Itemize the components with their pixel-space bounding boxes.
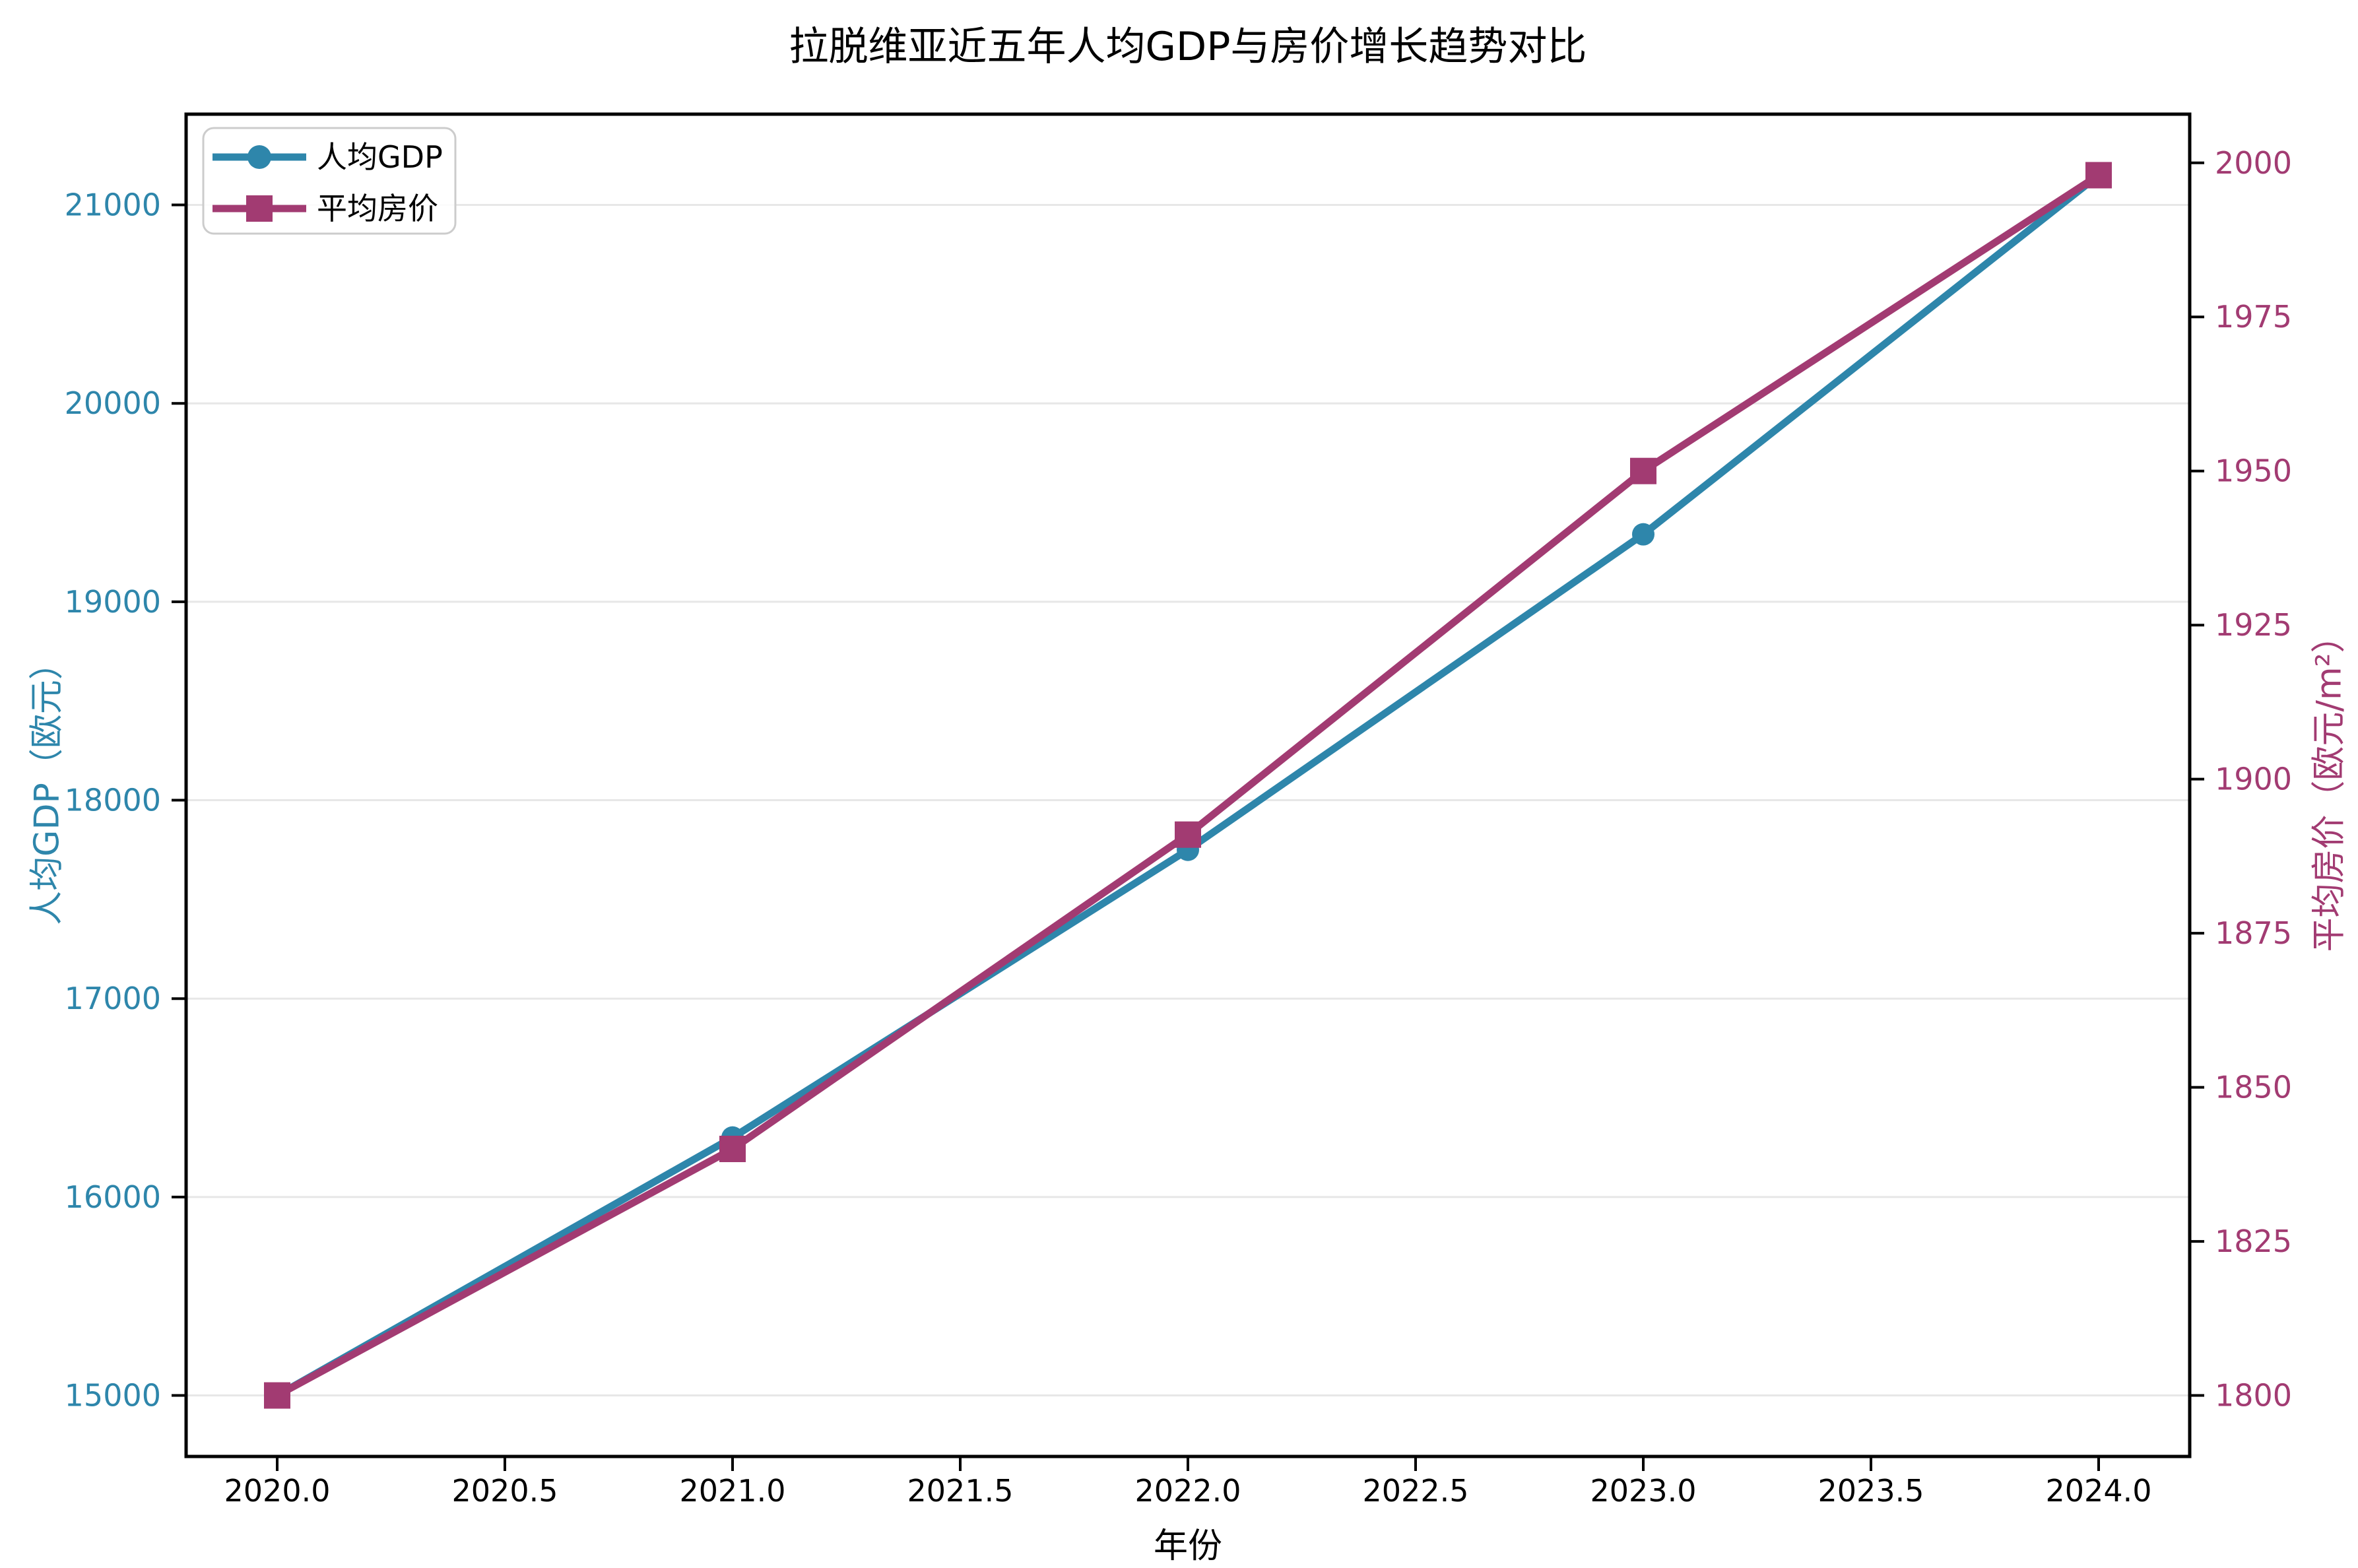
price-marker: [2085, 162, 2112, 189]
price-marker: [719, 1135, 746, 1162]
legend-square-marker: [246, 195, 273, 222]
x-tick-label: 2021.0: [680, 1473, 786, 1509]
y-right-tick-label: 1850: [2215, 1070, 2292, 1105]
y-right-tick-label: 2000: [2215, 145, 2292, 181]
x-tick-label: 2023.5: [1818, 1473, 1924, 1509]
chart-title: 拉脱维亚近五年人均GDP与房价增长趋势对比: [789, 24, 1587, 70]
gdp-line: [273, 171, 2103, 1400]
y-left-tick-label: 21000: [65, 187, 161, 223]
x-tick-label: 2021.5: [907, 1473, 1014, 1509]
y-right-tick-label: 1800: [2215, 1378, 2292, 1414]
price-line: [273, 171, 2103, 1400]
x-tick-label: 2022.5: [1363, 1473, 1469, 1509]
y-right-tick-label: 1875: [2215, 915, 2292, 951]
x-tick-label: 2022.0: [1135, 1473, 1241, 1509]
y-left-tick-label: 20000: [65, 385, 161, 421]
y-left-tick-label: 16000: [65, 1179, 161, 1215]
price-marker: [264, 1382, 290, 1409]
legend-circle-marker: [247, 145, 271, 169]
y-right-tick-label: 1975: [2215, 299, 2292, 335]
y-right-tick-label: 1825: [2215, 1224, 2292, 1259]
y-right-tick-label: 1950: [2215, 453, 2292, 489]
price-marker: [1630, 457, 1656, 484]
legend-entry-label: 人均GDP: [317, 139, 443, 175]
y-left-tick-label: 18000: [65, 783, 161, 818]
x-tick-label: 2024.0: [2046, 1473, 2152, 1509]
y-left-tick-label: 15000: [65, 1378, 161, 1414]
price-marker: [1175, 821, 1201, 848]
y-left-tick-label: 17000: [65, 981, 161, 1016]
y-right-tick-label: 1925: [2215, 607, 2292, 643]
x-axis-label: 年份: [1153, 1526, 1222, 1566]
gdp-marker: [1632, 523, 1654, 546]
y-axis-left-label: 人均GDP（欧元）: [27, 645, 67, 925]
y-left-tick-label: 19000: [65, 584, 161, 620]
x-tick-label: 2020.5: [452, 1473, 558, 1509]
y-axis-right-label: 平均房价（欧元/m²）: [2309, 618, 2349, 952]
legend-entry-label: 平均房价: [317, 191, 438, 226]
y-right-tick-label: 1900: [2215, 762, 2292, 797]
x-tick-label: 2020.0: [224, 1473, 331, 1509]
x-tick-label: 2023.0: [1590, 1473, 1697, 1509]
